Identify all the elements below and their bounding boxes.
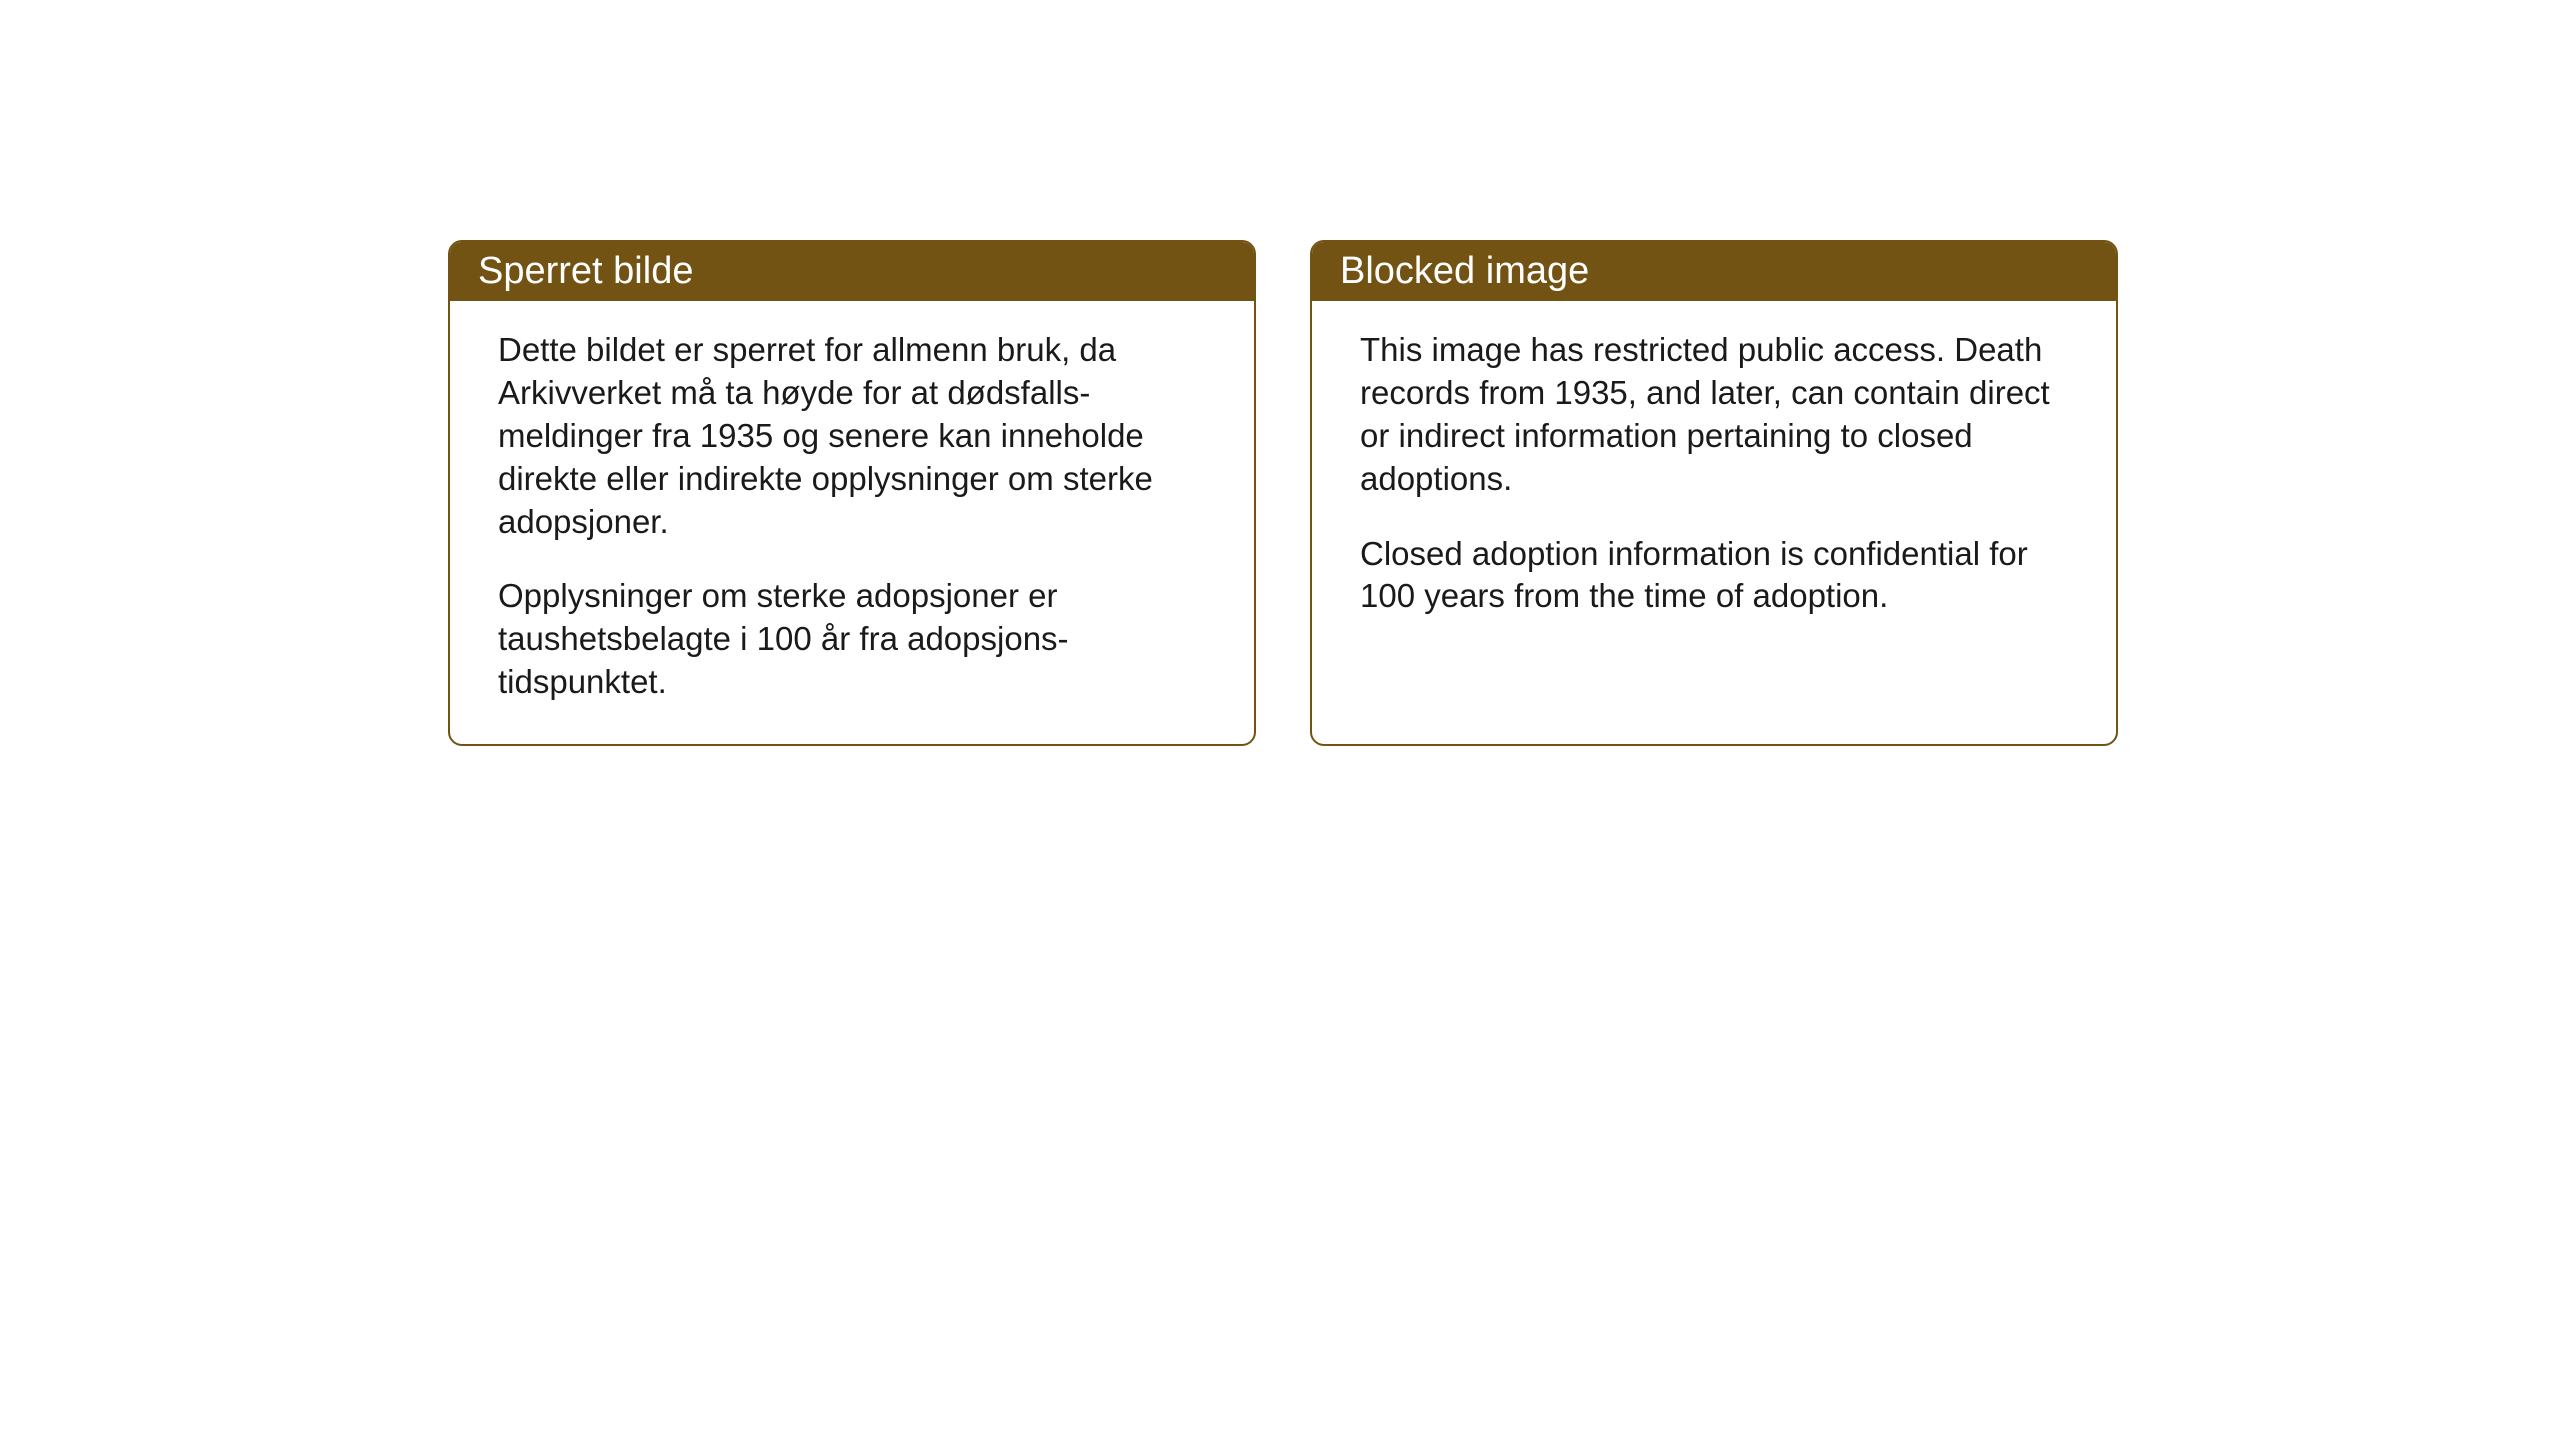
card-header-english: Blocked image <box>1312 242 2116 301</box>
notice-card-norwegian: Sperret bilde Dette bildet er sperret fo… <box>448 240 1256 746</box>
card-title-english: Blocked image <box>1340 250 1589 292</box>
card-header-norwegian: Sperret bilde <box>450 242 1254 301</box>
card-body-english: This image has restricted public access.… <box>1312 301 2116 706</box>
paragraph-english-2: Closed adoption information is confident… <box>1360 533 2068 619</box>
paragraph-norwegian-2: Opplysninger om sterke adopsjoner er tau… <box>498 575 1206 704</box>
notice-container: Sperret bilde Dette bildet er sperret fo… <box>448 240 2118 746</box>
paragraph-norwegian-1: Dette bildet er sperret for allmenn bruk… <box>498 329 1206 543</box>
card-title-norwegian: Sperret bilde <box>478 250 693 292</box>
card-body-norwegian: Dette bildet er sperret for allmenn bruk… <box>450 301 1254 744</box>
notice-card-english: Blocked image This image has restricted … <box>1310 240 2118 746</box>
paragraph-english-1: This image has restricted public access.… <box>1360 329 2068 501</box>
